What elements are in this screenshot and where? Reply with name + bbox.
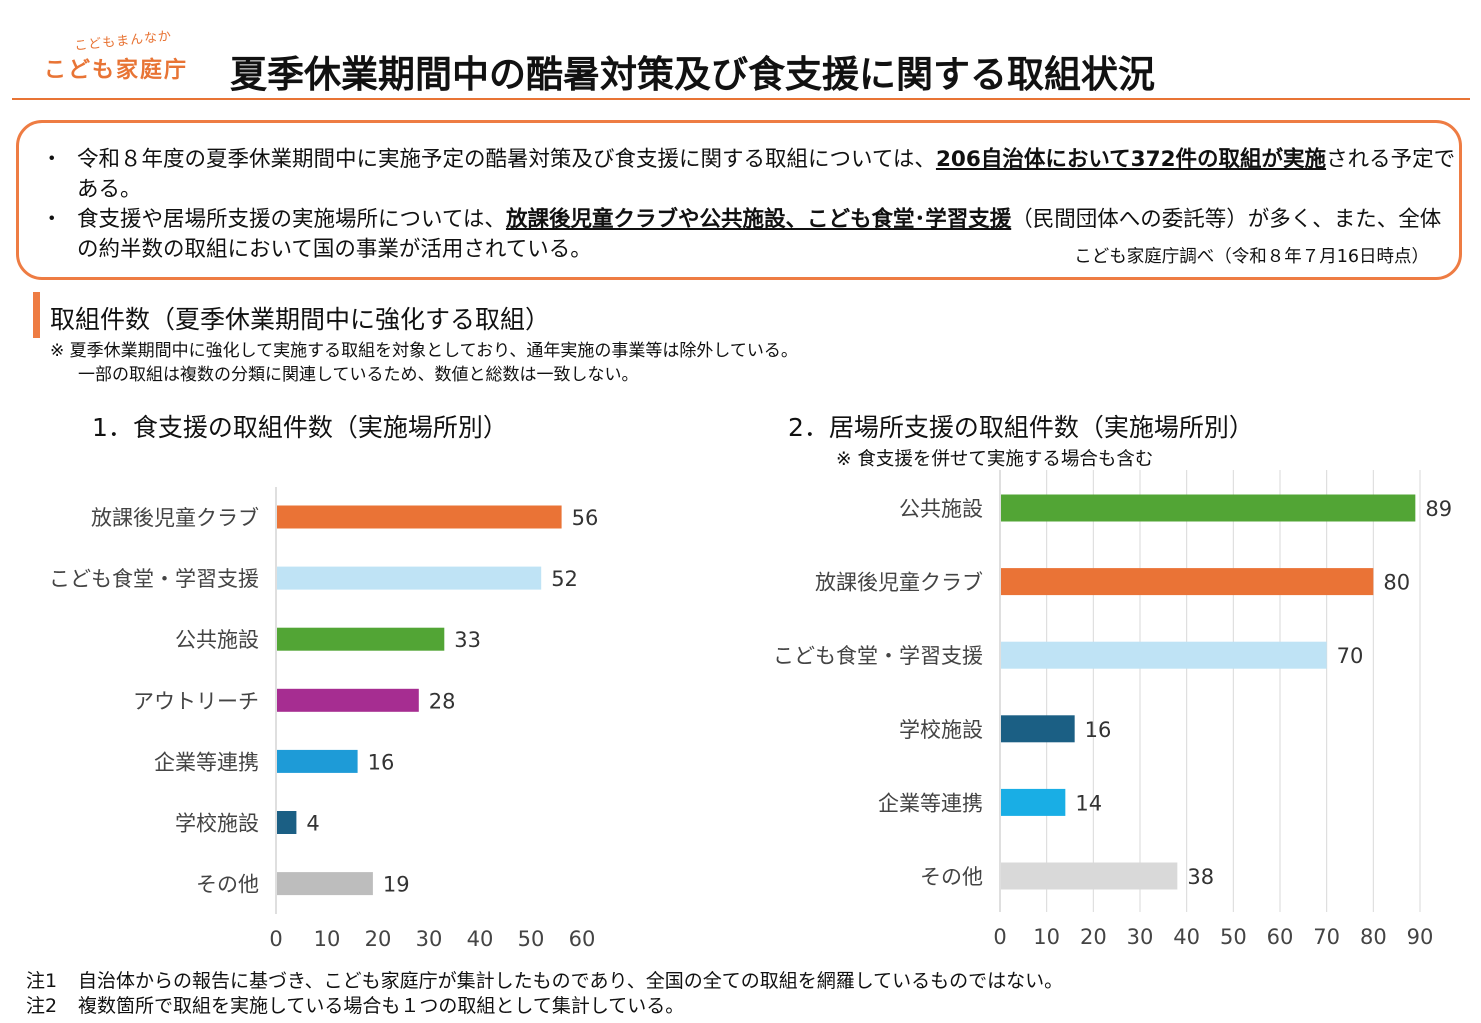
footnote-text: 複数箇所で取組を実施している場合も１つの取組として集計している。 [78, 995, 685, 1017]
bar [1001, 862, 1178, 890]
data-label: 56 [572, 506, 599, 530]
bar [277, 627, 445, 651]
section-title: 取組件数（夏季休業期間中に強化する取組） [50, 305, 551, 334]
category-label: 学校施設 [899, 718, 983, 742]
data-label: 16 [1085, 718, 1112, 742]
data-label: 28 [429, 689, 456, 713]
category-label: 公共施設 [899, 497, 983, 521]
x-tick-label: 0 [269, 927, 282, 951]
bullet: ・ [41, 147, 63, 172]
x-tick-label: 50 [518, 927, 545, 951]
category-label: 公共施設 [175, 628, 259, 652]
summary-2-tail: （民間団体への委託等）が多く、また、全体の約半数の取組において国の事業が活用され… [77, 207, 1442, 262]
x-tick-label: 50 [1220, 925, 1247, 949]
chart-2-title: 2．居場所支援の取組件数（実施場所別） [788, 413, 1254, 442]
bar [277, 811, 297, 834]
footnote-text: 自治体からの報告に基づき、こども家庭庁が集計したものであり、全国の全ての取組を網… [78, 970, 1064, 992]
bar [277, 872, 373, 896]
source-note: こども家庭庁調べ（令和８年７月16日時点） [1074, 247, 1429, 267]
x-tick-label: 90 [1407, 925, 1434, 949]
bar [1001, 641, 1327, 669]
logo-name: こども家庭庁 [44, 58, 189, 83]
category-label: 企業等連携 [878, 791, 983, 815]
category-label: こども食堂・学習支援 [773, 644, 983, 668]
chart-1-title: 1．食支援の取組件数（実施場所別） [92, 413, 508, 442]
x-tick-label: 60 [1267, 925, 1294, 949]
x-tick-label: 10 [314, 927, 341, 951]
data-label: 38 [1187, 865, 1214, 889]
summary-1-text: 令和８年度の夏季休業期間中に実施予定の酷暑対策及び食支援に関する取組については、 [77, 147, 936, 172]
summary-text-2: 食支援や居場所支援の実施場所については、放課後児童クラブや公共施設、こども食堂･… [77, 205, 1457, 265]
x-tick-label: 60 [569, 927, 596, 951]
data-label: 80 [1383, 571, 1410, 595]
section-accent-bar [33, 292, 40, 338]
category-label: 放課後児童クラブ [815, 571, 983, 595]
x-tick-label: 0 [993, 925, 1006, 949]
data-label: 89 [1425, 497, 1452, 521]
category-label: アウトリーチ [133, 689, 259, 713]
x-tick-label: 30 [416, 927, 443, 951]
data-label: 14 [1075, 791, 1102, 815]
data-label: 52 [551, 567, 578, 591]
bar [277, 688, 419, 712]
section-note-2: 一部の取組は複数の分類に関連しているため、数値と総数は一致しない。 [78, 365, 639, 385]
summary-2-highlight: 放課後児童クラブや公共施設、こども食堂･学習支援 [505, 207, 1012, 232]
footnote-2: 注2 複数箇所で取組を実施している場合も１つの取組として集計している。 [26, 991, 684, 1018]
summary-1-highlight: 206自治体において372件の取組が実施 [935, 147, 1327, 172]
x-tick-label: 40 [1173, 925, 1200, 949]
category-label: こども食堂・学習支援 [49, 567, 259, 591]
bar [1001, 568, 1374, 596]
data-label: 4 [306, 812, 319, 836]
footnote-1: 注1 自治体からの報告に基づき、こども家庭庁が集計したものであり、全国の全ての取組… [26, 966, 1063, 993]
category-label: 学校施設 [175, 812, 259, 836]
agency-logo: こどもまんなか こども家庭庁 [40, 29, 190, 90]
footnote-number: 注1 [26, 970, 58, 992]
bar [1001, 715, 1075, 743]
data-label: 19 [383, 873, 410, 897]
category-label: その他 [196, 873, 259, 897]
data-label: 70 [1337, 644, 1364, 668]
data-label: 16 [368, 750, 395, 774]
section-note-1: ※ 夏季休業期間中に強化して実施する取組を対象としており、通年実施の事業等は除外… [50, 341, 798, 361]
category-label: その他 [920, 865, 983, 889]
chart-2-note: ※ 食支援を併せて実施する場合も含む [836, 449, 1154, 470]
category-label: 放課後児童クラブ [91, 506, 259, 530]
x-tick-label: 20 [1080, 925, 1107, 949]
bar [277, 566, 542, 590]
x-tick-label: 20 [365, 927, 392, 951]
footnote-number: 注2 [26, 995, 58, 1017]
summary-1-tail: される予定である。 [77, 147, 1456, 202]
category-label: 企業等連携 [154, 750, 259, 774]
summary-box: ・ 令和８年度の夏季休業期間中に実施予定の酷暑対策及び食支援に関する取組について… [16, 120, 1462, 280]
x-tick-label: 70 [1313, 925, 1340, 949]
bar [1001, 788, 1066, 816]
bar [1001, 494, 1416, 522]
bullet: ・ [41, 207, 63, 232]
x-tick-label: 80 [1360, 925, 1387, 949]
summary-text-1: 令和８年度の夏季休業期間中に実施予定の酷暑対策及び食支援に関する取組については、… [77, 145, 1457, 205]
x-tick-label: 10 [1033, 925, 1060, 949]
bar [277, 749, 358, 773]
x-tick-label: 40 [467, 927, 494, 951]
data-label: 33 [454, 628, 481, 652]
x-tick-label: 30 [1127, 925, 1154, 949]
page-title: 夏季休業期間中の酷暑対策及び食支援に関する取組状況 [230, 53, 1155, 96]
title-divider [12, 98, 1470, 100]
bar [277, 505, 562, 529]
summary-2-text: 食支援や居場所支援の実施場所については、 [77, 207, 506, 232]
